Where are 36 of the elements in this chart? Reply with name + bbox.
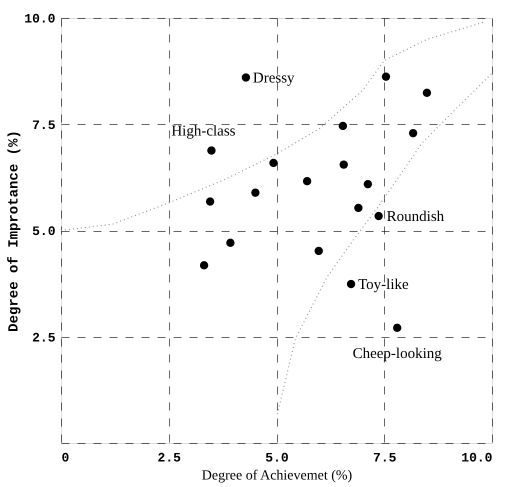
y-tick-label: 7.5 xyxy=(32,118,56,133)
point xyxy=(200,261,208,270)
annotation: Cheep-looking xyxy=(352,346,442,362)
point xyxy=(392,324,402,332)
y-tick-label: 10.0 xyxy=(24,12,56,26)
point xyxy=(207,146,216,155)
x-tick-label: 7.5 xyxy=(373,450,397,466)
point xyxy=(206,197,214,206)
point xyxy=(354,204,363,212)
point xyxy=(340,160,348,169)
x-tick-label: 0 xyxy=(62,450,70,466)
annotation: Dressy xyxy=(252,70,296,86)
point xyxy=(422,88,432,97)
point xyxy=(251,188,260,197)
annotation: High-class xyxy=(171,124,236,140)
y-axis-title: Degree of Improtance (%) xyxy=(6,130,22,332)
annotation: Roundish xyxy=(386,209,445,226)
x-tick-label: 2.5 xyxy=(158,450,182,466)
point xyxy=(408,129,418,138)
point xyxy=(338,122,348,130)
point xyxy=(374,212,383,220)
point xyxy=(226,238,235,247)
annotation: Toy-like xyxy=(358,277,410,294)
point xyxy=(364,180,372,188)
point xyxy=(314,246,323,256)
line-series xyxy=(60,22,484,232)
x-tick-label: 10.0 xyxy=(461,450,493,466)
x-axis-title: Degree of Achievemet (%) xyxy=(202,468,353,484)
y-tick-label: 2.5 xyxy=(32,330,56,346)
y-tick-label: 5.0 xyxy=(32,224,56,239)
x-tick-label: 5.0 xyxy=(265,450,289,466)
point xyxy=(269,158,278,168)
point xyxy=(382,72,390,81)
point xyxy=(302,177,312,186)
point xyxy=(346,280,356,288)
point xyxy=(242,73,250,82)
